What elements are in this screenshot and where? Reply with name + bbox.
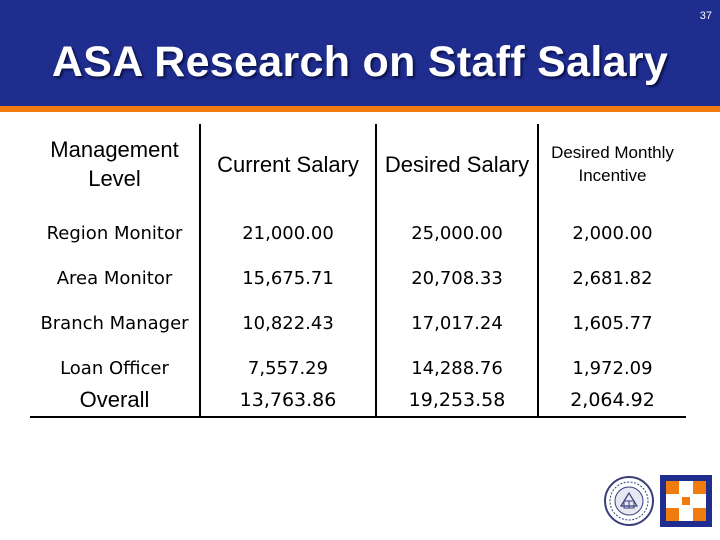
university-seal-icon (603, 475, 655, 527)
incentive-cell: 2,000.00 (537, 204, 686, 264)
table-row: Area Monitor 15,675.71 20,708.33 2,681.8… (30, 264, 686, 294)
desired-salary-cell: 20,708.33 (375, 264, 538, 294)
row-label: Region Monitor (46, 223, 183, 244)
slide-title: ASA Research on Staff Salary (51, 38, 669, 86)
current-salary-cell: 7,557.29 (199, 354, 376, 384)
row-label: Area Monitor (56, 268, 173, 289)
row-label: Branch Manager (40, 313, 189, 334)
incentive-cell: 2,681.82 (537, 264, 686, 294)
table-row: Loan Officer 7,557.29 14,288.76 1,972.09 (30, 354, 686, 384)
desired-salary-cell: 14,288.76 (375, 354, 538, 384)
table-row-overall: Overall 13,763.86 19,253.58 2,064.92 (30, 384, 686, 417)
table-row: Region Monitor 21,000.00 25,000.00 2,000… (30, 204, 686, 264)
desired-salary-cell: 19,253.58 (375, 384, 538, 417)
incentive-cell: 2,064.92 (537, 384, 686, 417)
incentive-cell: 1,605.77 (537, 294, 686, 354)
salary-table: Management Level Current Salary Desired … (30, 124, 686, 418)
row-label: Overall (79, 387, 150, 412)
header-current-salary: Current Salary (199, 124, 376, 204)
asa-logo-icon (660, 475, 712, 527)
current-salary-cell: 15,675.71 (199, 264, 376, 294)
current-salary-cell: 10,822.43 (199, 294, 376, 354)
accent-bar (0, 106, 720, 112)
desired-salary-cell: 17,017.24 (375, 294, 538, 354)
header-desired-monthly-incentive: Desired Monthly Incentive (537, 124, 686, 204)
current-salary-cell: 13,763.86 (199, 384, 376, 417)
title-banner (0, 0, 720, 106)
desired-salary-cell: 25,000.00 (375, 204, 538, 264)
table-header-row: Management Level Current Salary Desired … (30, 124, 686, 204)
header-management-level: Management Level (50, 137, 179, 191)
current-salary-cell: 21,000.00 (199, 204, 376, 264)
table-row: Branch Manager 10,822.43 17,017.24 1,605… (30, 294, 686, 354)
slide-number: 37 (699, 10, 712, 22)
row-label: Loan Officer (60, 358, 169, 379)
header-desired-salary: Desired Salary (375, 124, 538, 204)
incentive-cell: 1,972.09 (537, 354, 686, 384)
